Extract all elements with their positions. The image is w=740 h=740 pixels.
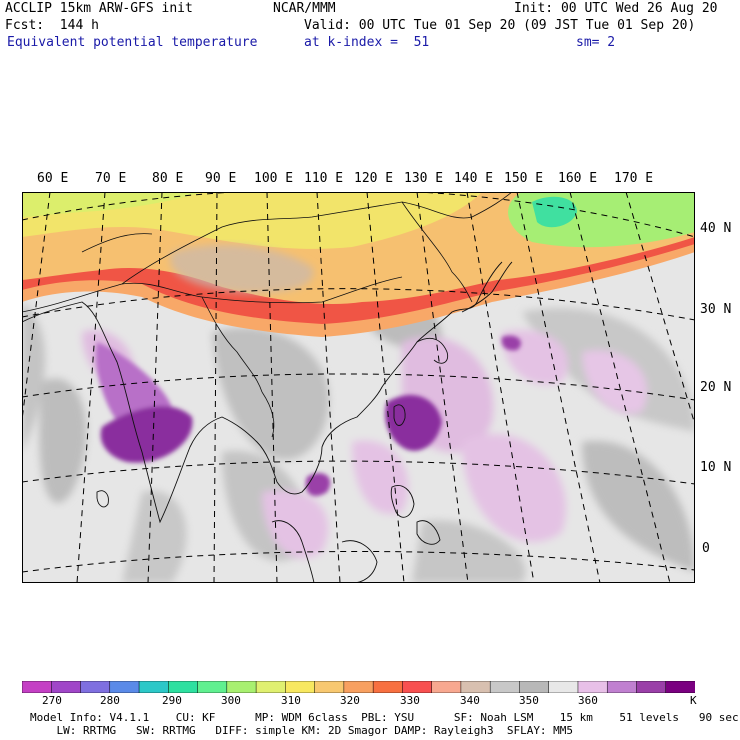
colorbar-unit: K	[690, 694, 697, 707]
colorbar-swatch	[372, 681, 404, 693]
colorbar-swatch	[168, 681, 199, 693]
lon-label: 150 E	[504, 171, 544, 186]
lon-label: 80 E	[152, 171, 184, 186]
colorbar-swatch	[402, 681, 433, 693]
init-time: Init: 00 UTC Wed 26 Aug 20	[514, 1, 718, 16]
colorbar-swatch	[314, 681, 345, 693]
colorbar-tick: 360	[578, 694, 598, 707]
colorbar-swatch	[431, 681, 462, 693]
lon-label: 60 E	[37, 171, 69, 186]
lon-label: 130 E	[404, 171, 444, 186]
colorbar-tick: 320	[340, 694, 360, 707]
colorbar-swatch	[51, 681, 82, 693]
lat-label: 10 N	[700, 460, 732, 475]
colorbar-swatch	[548, 681, 579, 693]
colorbar-swatch	[460, 681, 491, 693]
colorbar-tick: 270	[42, 694, 62, 707]
colorbar-tick: 290	[162, 694, 182, 707]
purple-cores	[96, 335, 522, 497]
graticule	[22, 192, 695, 583]
colorbar-tick: 330	[400, 694, 420, 707]
grey-patches	[22, 280, 695, 583]
plateau-grey	[170, 244, 314, 294]
model-info-line1: Model Info: V4.1.1 CU: KF MP: WDM 6class…	[30, 711, 739, 724]
colorbar-swatch	[80, 681, 111, 693]
colorbar-tick: 340	[460, 694, 480, 707]
colorbar	[22, 681, 695, 693]
coastlines	[22, 261, 513, 583]
model-info-line2: LW: RRTMG SW: RRTMG DIFF: simple KM: 2D …	[30, 724, 574, 737]
theta-e-map[interactable]	[22, 192, 695, 583]
forecast-hour: Fcst: 144 h	[5, 18, 99, 33]
lon-label: 140 E	[454, 171, 494, 186]
lat-label: 0	[702, 541, 710, 556]
colorbar-swatch	[665, 681, 695, 693]
colorbar-swatch	[489, 681, 521, 693]
borders	[22, 192, 513, 438]
model-title: ACCLIP 15km ARW-GFS init	[5, 1, 193, 16]
colorbar-swatch	[255, 681, 287, 693]
colorbar-swatch	[226, 681, 257, 693]
lon-label: 120 E	[354, 171, 394, 186]
colorbar-swatch	[138, 681, 170, 693]
lon-label: 100 E	[254, 171, 294, 186]
colorbar-tick: 350	[519, 694, 539, 707]
colorbar-swatch	[577, 681, 608, 693]
lon-label: 70 E	[95, 171, 127, 186]
colorbar-swatch	[519, 681, 550, 693]
colorbar-swatch	[109, 681, 140, 693]
colorbar-swatch	[197, 681, 228, 693]
map-frame	[22, 192, 695, 583]
field-name: Equivalent potential temperature	[7, 35, 258, 50]
colorbar-swatch	[285, 681, 316, 693]
colorbar-tick: 280	[100, 694, 120, 707]
colorbar-swatch	[636, 681, 667, 693]
midlatitude-band	[22, 192, 695, 337]
lon-label: 90 E	[205, 171, 237, 186]
lon-label: 170 E	[614, 171, 654, 186]
colorbar-swatch	[606, 681, 638, 693]
lat-label: 30 N	[700, 302, 732, 317]
colorbar-tick: 310	[281, 694, 301, 707]
lat-label: 40 N	[700, 221, 732, 236]
colorbar-swatch	[22, 681, 53, 693]
valid-time: Valid: 00 UTC Tue 01 Sep 20 (09 JST Tue …	[304, 18, 696, 33]
lon-label: 160 E	[558, 171, 598, 186]
lat-label: 20 N	[700, 380, 732, 395]
lon-label: 110 E	[304, 171, 344, 186]
smoothing-label: sm= 2	[576, 35, 616, 50]
colorbar-swatch	[343, 681, 374, 693]
org-label: NCAR/MMM	[273, 1, 336, 16]
level-label: at k-index = 51	[304, 35, 430, 50]
colorbar-tick: 300	[221, 694, 241, 707]
